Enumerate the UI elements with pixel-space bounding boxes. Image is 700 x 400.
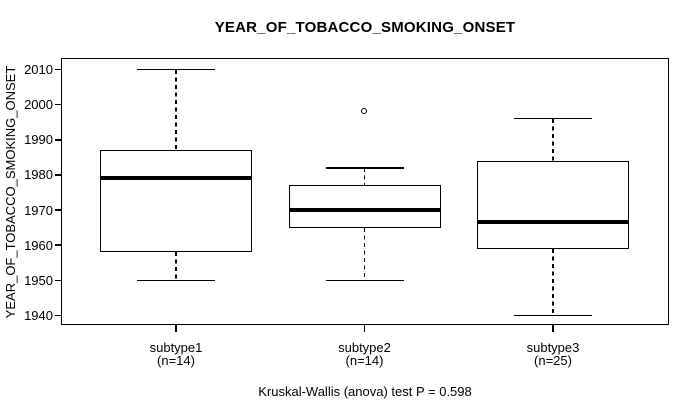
whisker-cap-upper <box>325 167 404 169</box>
y-tick <box>55 68 62 71</box>
outlier-point <box>361 108 367 115</box>
median-line <box>288 208 441 213</box>
whisker-upper <box>175 69 177 151</box>
y-tick-label: 1960 <box>24 237 53 253</box>
whisker-lower <box>552 248 554 316</box>
y-tick <box>55 209 62 211</box>
x-tick-sublabel: (n=25) <box>534 353 572 368</box>
x-tick <box>552 325 554 332</box>
whisker-lower <box>363 227 366 281</box>
y-tick-label: 1980 <box>24 167 53 183</box>
y-tick <box>55 244 62 246</box>
whisker-upper <box>363 167 366 186</box>
x-tick-sublabel: (n=14) <box>157 353 195 368</box>
y-tick-label: 1940 <box>24 308 53 323</box>
kruskal-wallis-annotation: Kruskal-Wallis (anova) test P = 0.598 <box>258 384 472 399</box>
median-line <box>100 176 252 181</box>
y-tick <box>55 139 62 141</box>
y-tick <box>55 103 62 106</box>
whisker-lower <box>175 252 177 281</box>
y-tick-label: 1950 <box>24 272 53 288</box>
y-axis-label: YEAR_OF_TOBACCO_SMOKING_ONSET <box>3 65 18 319</box>
y-tick <box>55 174 62 176</box>
x-tick-label: subtype2 <box>338 340 391 355</box>
x-tick-sublabel: (n=14) <box>345 353 384 368</box>
whisker-cap-upper <box>137 68 215 71</box>
y-tick-label: 2010 <box>24 62 53 77</box>
whisker-upper <box>552 118 554 161</box>
x-tick <box>363 325 366 332</box>
y-tick-label: 2000 <box>24 97 53 113</box>
whisker-cap-lower <box>137 279 215 282</box>
iqr-box <box>288 185 441 228</box>
median-line <box>477 220 629 225</box>
y-tick-label: 1990 <box>24 132 53 148</box>
whisker-cap-lower <box>325 279 404 282</box>
y-tick <box>55 279 62 282</box>
whisker-cap-lower <box>514 314 592 317</box>
x-tick <box>175 325 177 332</box>
y-tick <box>55 314 62 317</box>
iqr-box <box>100 150 252 253</box>
iqr-box <box>477 160 629 249</box>
x-tick-label: subtype1 <box>149 340 203 355</box>
x-tick-label: subtype3 <box>526 340 580 355</box>
y-tick-label: 1970 <box>24 202 53 218</box>
whisker-cap-upper <box>514 117 592 120</box>
chart-title: YEAR_OF_TOBACCO_SMOKING_ONSET <box>214 19 516 36</box>
